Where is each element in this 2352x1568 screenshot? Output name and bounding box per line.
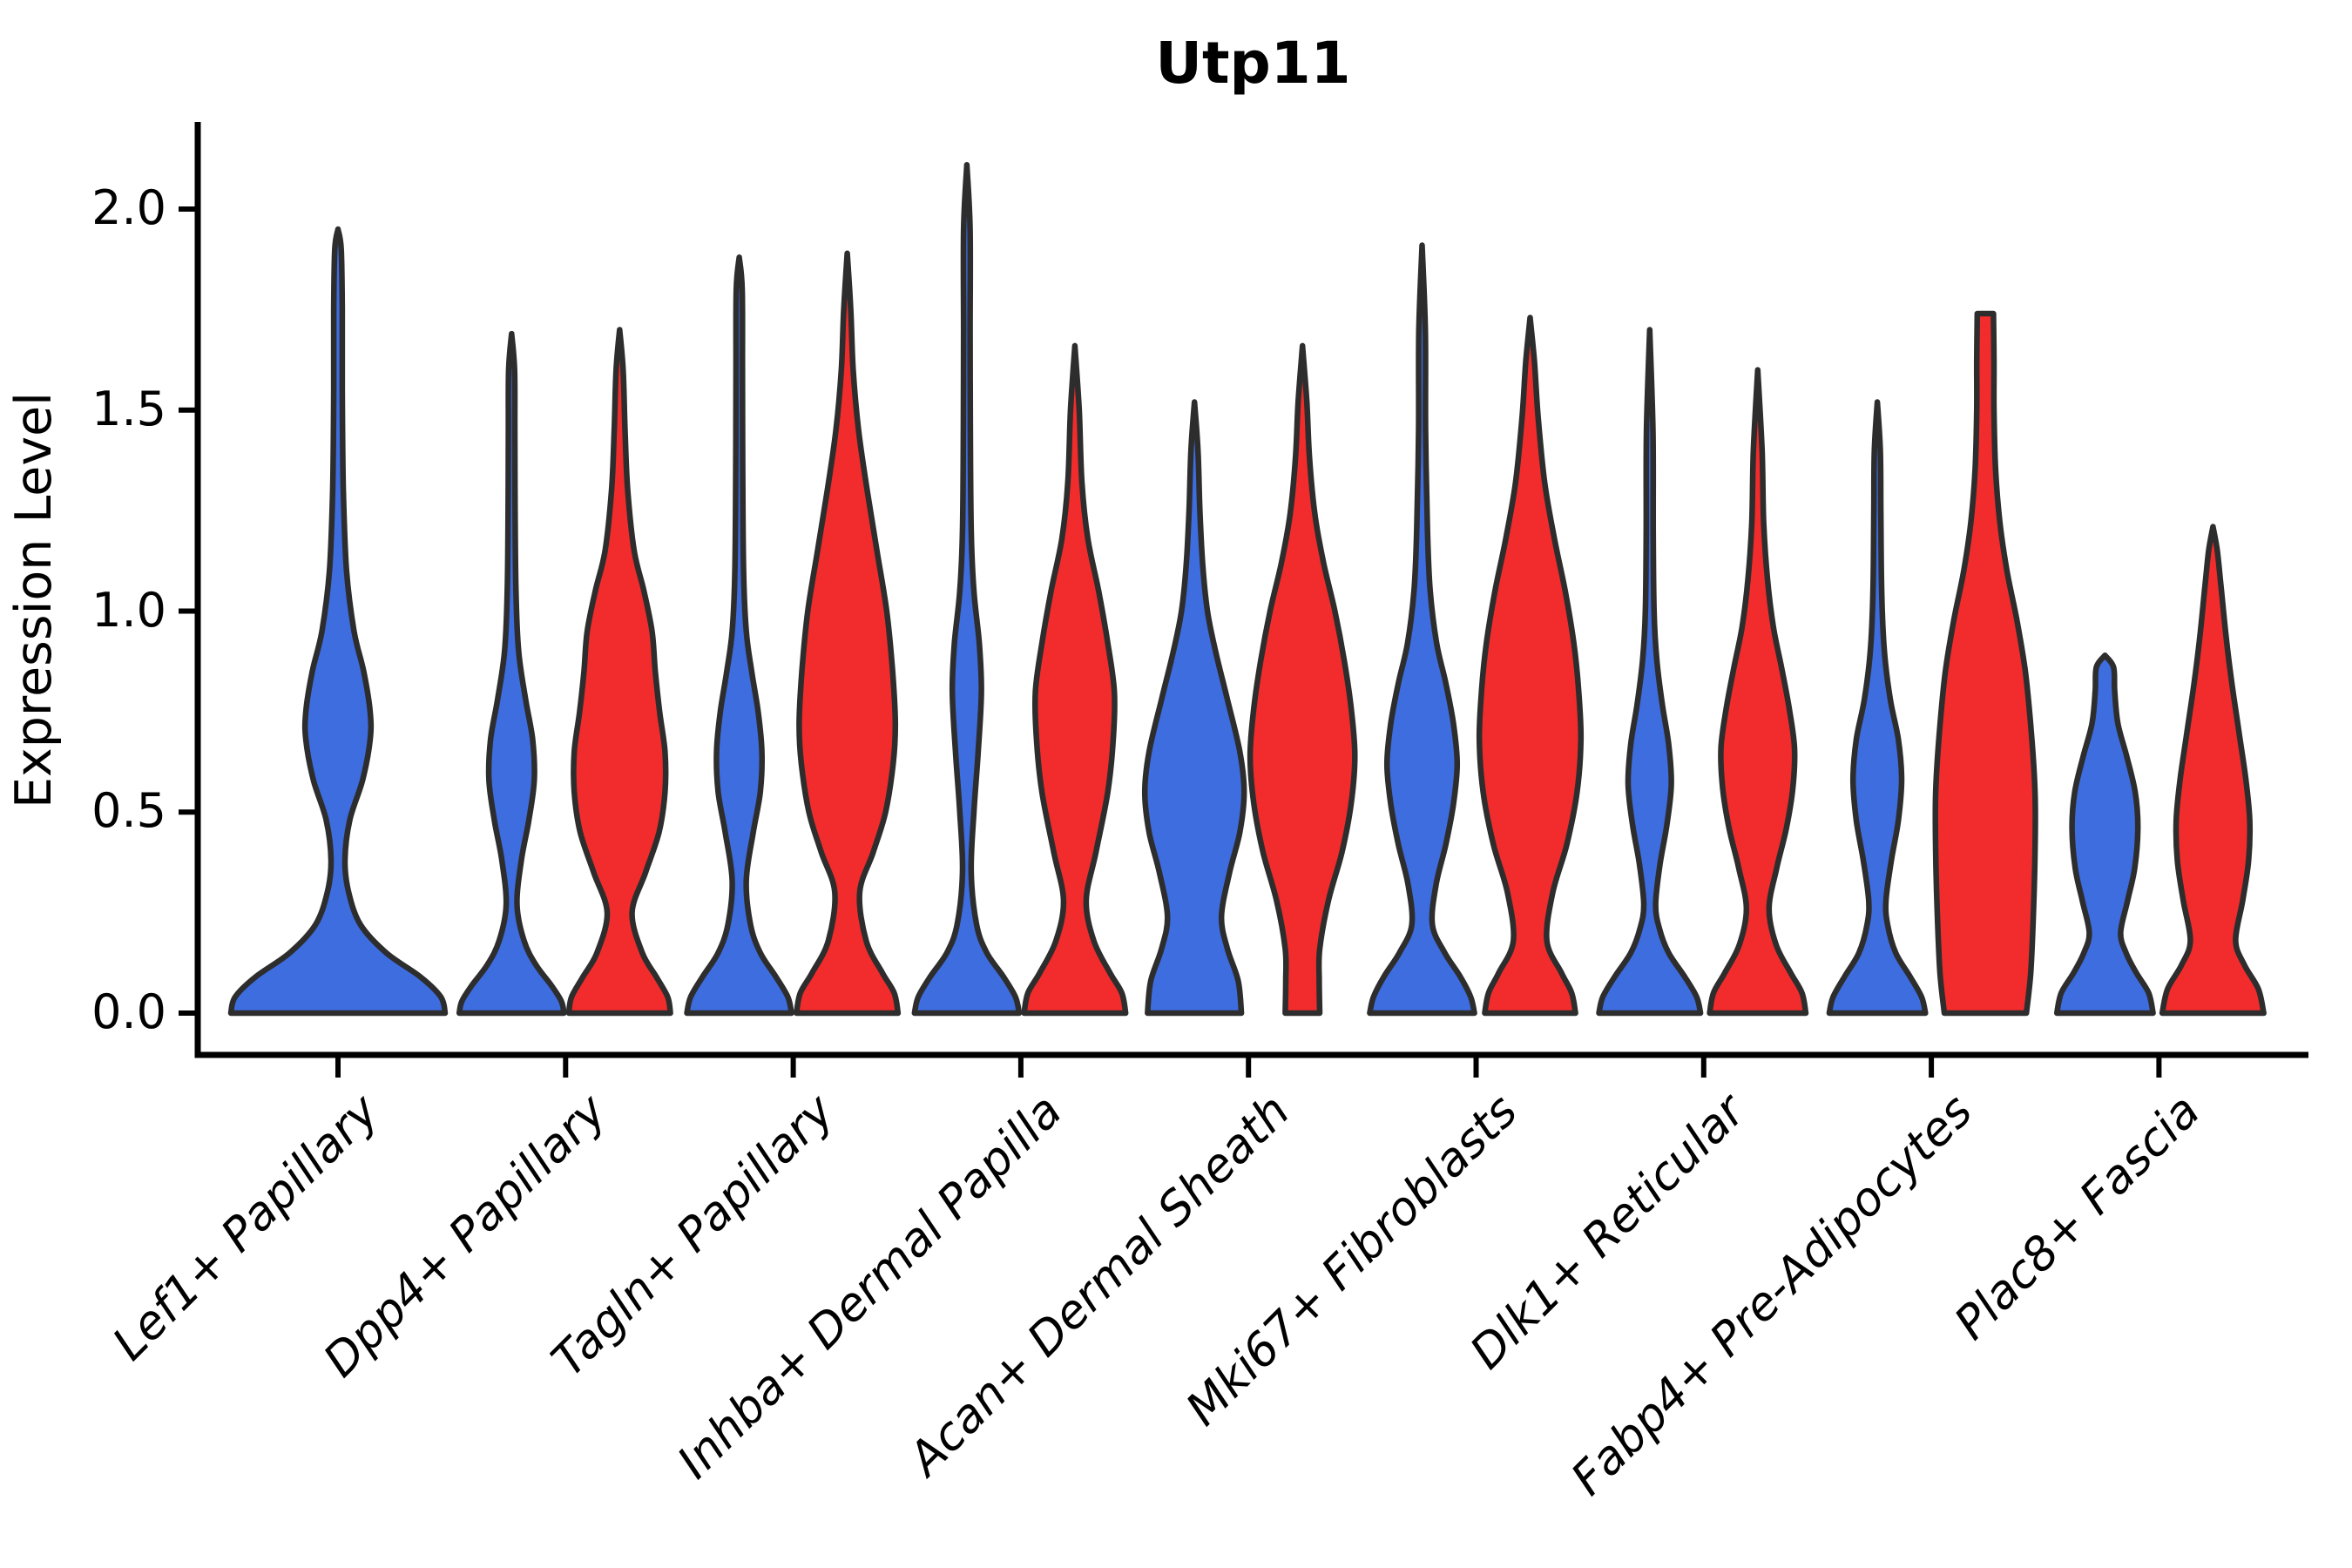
violin-6-blue — [1596, 327, 1704, 1017]
violin-4-red — [1247, 342, 1358, 1017]
violin-2-red — [794, 250, 902, 1017]
y-tick-label: 2.0 — [91, 180, 166, 235]
violin-8-red — [2159, 524, 2267, 1017]
violin-5-blue — [1367, 242, 1477, 1017]
y-tick-label: 0.0 — [91, 984, 166, 1039]
violin-4-blue — [1141, 399, 1247, 1017]
violin-3-blue — [911, 161, 1023, 1017]
y-tick-label: 0.5 — [91, 783, 166, 839]
violin-7-red — [1932, 310, 2038, 1017]
violin-7-blue — [1826, 399, 1929, 1017]
y-tick-label: 1.5 — [91, 381, 166, 436]
y-tick-label: 1.0 — [91, 582, 166, 638]
violin-3-red — [1021, 342, 1129, 1017]
violin-8-blue — [2053, 652, 2156, 1017]
violin-5-red — [1476, 314, 1585, 1017]
violin-6-red — [1707, 367, 1809, 1017]
violin-1-blue — [456, 330, 567, 1017]
violin-2-blue — [684, 254, 794, 1017]
violin-1-red — [565, 327, 673, 1017]
chart-title: Utp11 — [1155, 30, 1351, 97]
violin-0-blue — [227, 226, 449, 1017]
